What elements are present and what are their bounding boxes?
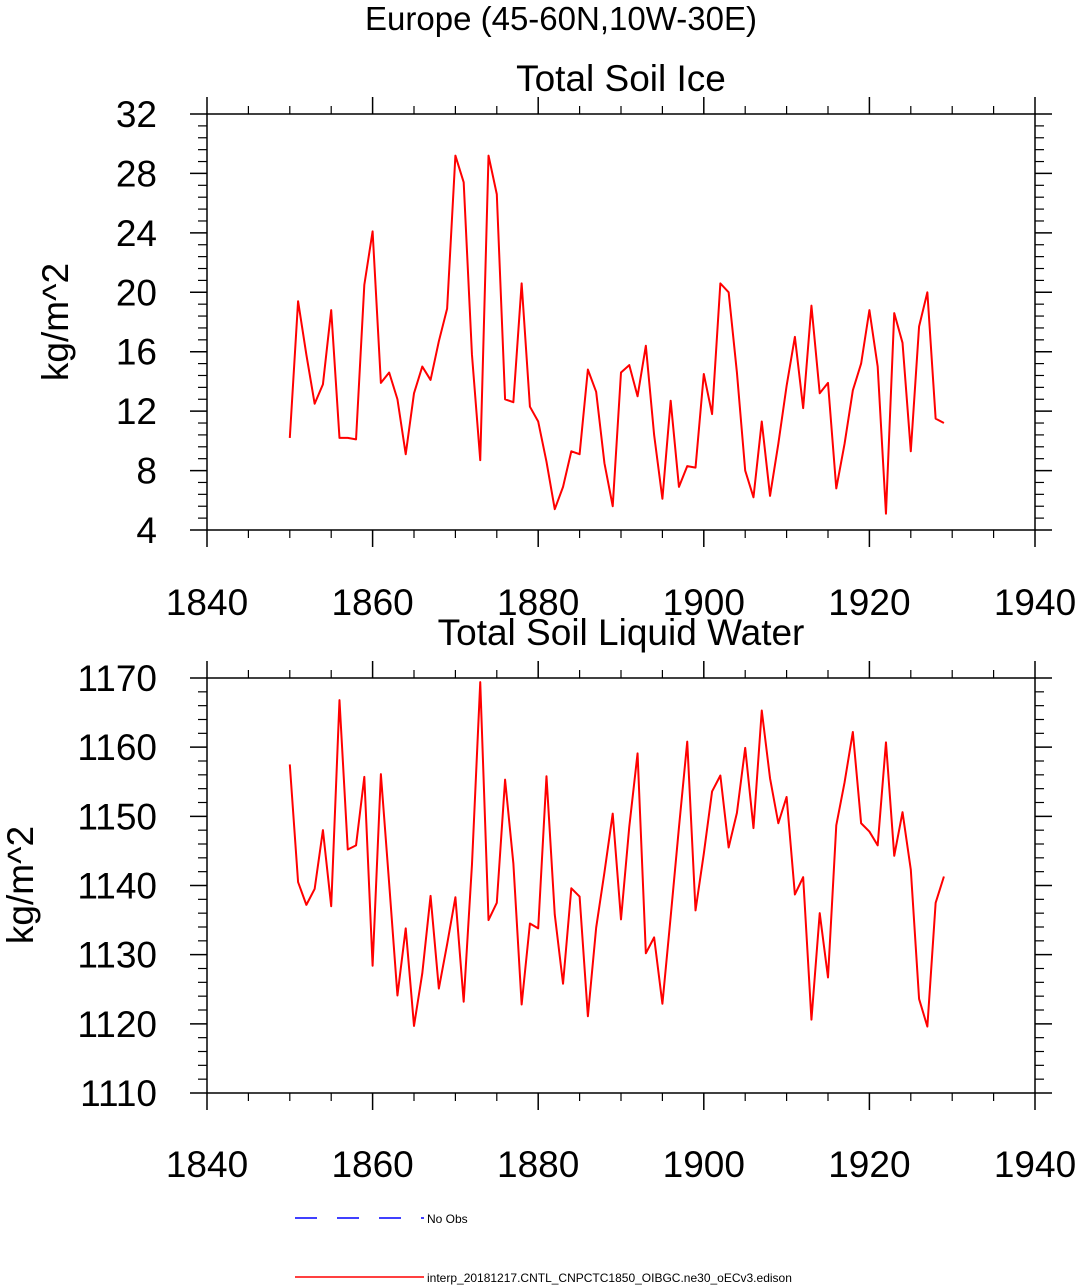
x-tick-label: 1900 <box>663 582 745 623</box>
panel-total-soil-liquid-water: Total Soil Liquid Water kg/m^2 1840 1860 188… <box>0 612 1076 1185</box>
series-line <box>288 681 945 1028</box>
x-tick-label: 1920 <box>828 1144 910 1185</box>
x-tick-label: 1840 <box>166 1144 248 1185</box>
y-axis-label: kg/m^2 <box>35 263 76 381</box>
x-tick-label: 1920 <box>828 582 910 623</box>
series-line <box>288 154 945 515</box>
y-tick-label: 1120 <box>77 1004 157 1045</box>
y-tick-label: 28 <box>116 153 157 194</box>
x-tick-label: 1900 <box>663 1144 745 1185</box>
y-tick-label: 20 <box>116 272 157 313</box>
y-tick-label: 8 <box>136 451 157 492</box>
y-tick-label: 1170 <box>77 658 157 699</box>
y-tick-label: 1140 <box>77 866 157 907</box>
y-tick-label: 1130 <box>77 935 157 976</box>
legend-no-obs-label: No Obs <box>427 1212 468 1226</box>
panel-total-soil-ice: Total Soil Ice kg/m^2 1840 1860 1880 1900 1920… <box>35 58 1076 623</box>
legend: No Obs interp_20181217.CNTL_CNPCTC1850_O… <box>295 1212 792 1285</box>
y-tick-label: 4 <box>136 510 157 551</box>
panel-title: Total Soil Liquid Water <box>438 612 805 653</box>
x-tick-label: 1880 <box>497 582 579 623</box>
y-tick-label: 1150 <box>77 796 157 837</box>
y-tick-label: 12 <box>116 391 157 432</box>
x-tick-label: 1860 <box>331 1144 413 1185</box>
x-tick-label: 1940 <box>994 1144 1076 1185</box>
y-tick-label: 16 <box>116 332 157 373</box>
x-tick-label: 1840 <box>166 582 248 623</box>
y-axis-label: kg/m^2 <box>0 826 41 944</box>
legend-model-label: interp_20181217.CNTL_CNPCTC1850_OIBGC.ne… <box>427 1271 792 1285</box>
y-tick-label: 1160 <box>77 727 157 768</box>
x-tick-label: 1880 <box>497 1144 579 1185</box>
panel-title: Total Soil Ice <box>516 58 726 99</box>
y-tick-label: 1110 <box>80 1073 157 1114</box>
y-tick-label: 32 <box>116 94 157 135</box>
y-tick-label: 24 <box>116 213 157 254</box>
x-tick-label: 1940 <box>994 582 1076 623</box>
figure-title: Europe (45-60N,10W-30E) <box>365 0 757 37</box>
x-tick-label: 1860 <box>331 582 413 623</box>
